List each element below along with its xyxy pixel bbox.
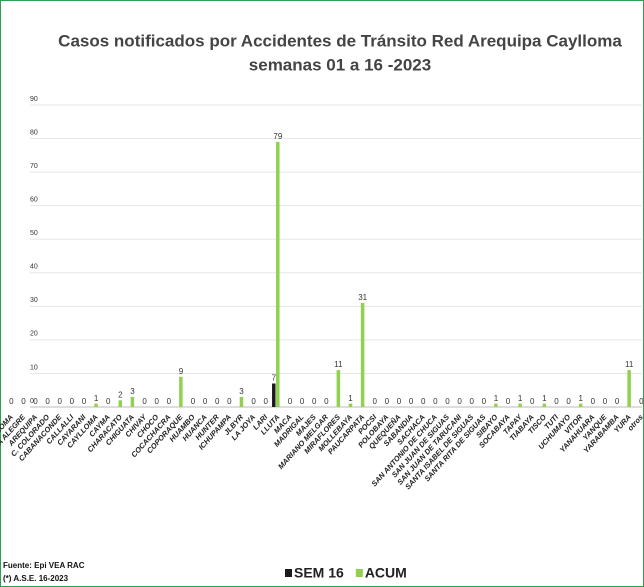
data-label: 0 bbox=[554, 397, 559, 406]
data-label: 0 bbox=[58, 397, 63, 406]
chart-title: Casos notificados por Accidentes de Trán… bbox=[58, 31, 622, 50]
data-label: 0 bbox=[21, 397, 26, 406]
data-label: 0 bbox=[203, 397, 208, 406]
data-label: 9 bbox=[179, 367, 184, 376]
source-note: Fuente: Epi VEA RAC bbox=[3, 561, 85, 570]
data-label: 0 bbox=[530, 397, 535, 406]
bar bbox=[118, 400, 123, 407]
y-tick-label: 20 bbox=[30, 331, 38, 338]
data-label: 0 bbox=[445, 397, 450, 406]
data-label: 0 bbox=[373, 397, 378, 406]
legend-label: ACUM bbox=[365, 565, 407, 581]
data-label: 1 bbox=[94, 394, 99, 403]
data-label: 11 bbox=[334, 360, 343, 369]
bar bbox=[542, 403, 547, 407]
data-label: 0 bbox=[106, 397, 111, 406]
bar bbox=[518, 403, 522, 407]
data-label: 0 bbox=[482, 397, 487, 406]
data-label: 0 bbox=[409, 397, 414, 406]
chart-subtitle: semanas 01 a 16 -2023 bbox=[249, 55, 431, 74]
data-label: 1 bbox=[348, 394, 353, 403]
data-label: 3 bbox=[239, 387, 244, 396]
data-label: 0 bbox=[288, 397, 293, 406]
bar bbox=[348, 403, 353, 407]
legend-label: SEM 16 bbox=[294, 565, 344, 581]
data-label: 3 bbox=[130, 387, 135, 396]
bar bbox=[94, 403, 98, 407]
data-label: 2 bbox=[118, 390, 123, 399]
data-label: 11 bbox=[625, 360, 634, 369]
data-label: 0 bbox=[33, 397, 38, 406]
data-label: 0 bbox=[300, 397, 305, 406]
data-label: 0 bbox=[142, 397, 147, 406]
y-tick-label: 10 bbox=[30, 364, 38, 371]
data-label: 0 bbox=[421, 397, 426, 406]
y-tick-label: 90 bbox=[30, 96, 38, 103]
y-tick-label: 30 bbox=[30, 297, 38, 304]
data-label: 7 bbox=[272, 374, 277, 383]
data-label: 1 bbox=[578, 394, 583, 403]
data-label: 0 bbox=[457, 397, 462, 406]
data-label: 0 bbox=[251, 397, 256, 406]
bar bbox=[239, 396, 244, 407]
data-label: 31 bbox=[358, 293, 367, 302]
source-note: (*) A.S.E. 16-2023 bbox=[3, 574, 69, 583]
data-label: 0 bbox=[603, 397, 608, 406]
data-label: 0 bbox=[615, 397, 620, 406]
data-label: 1 bbox=[542, 394, 547, 403]
bar bbox=[578, 403, 583, 407]
bar bbox=[130, 396, 135, 407]
data-label: 0 bbox=[433, 397, 438, 406]
data-label: 79 bbox=[273, 132, 282, 141]
y-tick-label: 0 bbox=[30, 398, 34, 405]
legend-swatch bbox=[285, 569, 292, 577]
data-label: 0 bbox=[639, 397, 644, 406]
data-label: 0 bbox=[215, 397, 220, 406]
bar bbox=[179, 376, 183, 407]
data-label: 0 bbox=[469, 397, 474, 406]
data-label: 0 bbox=[506, 397, 511, 406]
y-tick-label: 70 bbox=[30, 163, 38, 170]
bar bbox=[494, 403, 498, 407]
data-label: 0 bbox=[191, 397, 196, 406]
y-tick-label: 80 bbox=[30, 129, 38, 136]
data-label: 0 bbox=[70, 397, 75, 406]
data-label: 0 bbox=[9, 397, 14, 406]
data-label: 0 bbox=[566, 397, 571, 406]
data-label: 0 bbox=[397, 397, 402, 406]
bar bbox=[276, 141, 280, 407]
data-label: 1 bbox=[494, 394, 499, 403]
y-tick-label: 40 bbox=[30, 264, 38, 271]
data-label: 0 bbox=[227, 397, 232, 406]
data-label: 0 bbox=[154, 397, 159, 406]
bar bbox=[336, 370, 341, 407]
data-label: 0 bbox=[263, 397, 268, 406]
data-label: 0 bbox=[167, 397, 172, 406]
legend-swatch bbox=[355, 569, 363, 577]
data-label: 0 bbox=[591, 397, 596, 406]
data-label: 0 bbox=[312, 397, 317, 406]
bar bbox=[272, 383, 276, 407]
data-label: 0 bbox=[82, 397, 87, 406]
y-tick-label: 50 bbox=[30, 230, 38, 237]
y-tick-label: 60 bbox=[30, 197, 38, 204]
bar bbox=[360, 302, 365, 407]
data-label: 0 bbox=[324, 397, 329, 406]
data-label: 1 bbox=[518, 394, 523, 403]
data-label: 0 bbox=[385, 397, 390, 406]
data-label: 0 bbox=[45, 397, 50, 406]
bar bbox=[627, 370, 631, 407]
